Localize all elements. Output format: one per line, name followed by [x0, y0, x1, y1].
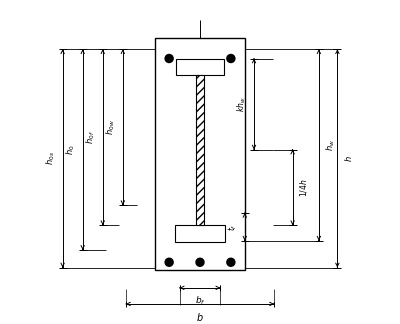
Circle shape — [165, 54, 173, 63]
Text: $h_{0s}$: $h_{0s}$ — [44, 151, 57, 165]
Bar — [176, 59, 224, 75]
Bar — [196, 75, 204, 225]
Circle shape — [227, 258, 235, 266]
Bar — [174, 225, 226, 242]
Text: $h$: $h$ — [343, 155, 354, 162]
Text: $1/4h$: $1/4h$ — [298, 178, 309, 197]
Bar — [155, 39, 245, 270]
Text: $h_0$: $h_0$ — [65, 144, 77, 155]
Circle shape — [196, 258, 204, 266]
Bar — [196, 75, 204, 225]
Text: $b$: $b$ — [196, 311, 204, 323]
Text: $kh_w$: $kh_w$ — [236, 96, 248, 112]
Text: $h_w$: $h_w$ — [324, 139, 337, 151]
Text: $b_f$: $b_f$ — [195, 295, 205, 307]
Circle shape — [165, 258, 173, 266]
Text: $h_{0w}$: $h_{0w}$ — [105, 119, 117, 135]
Text: $t_f$: $t_f$ — [227, 223, 239, 231]
Circle shape — [227, 54, 235, 63]
Text: $h_{0f}$: $h_{0f}$ — [85, 130, 97, 144]
